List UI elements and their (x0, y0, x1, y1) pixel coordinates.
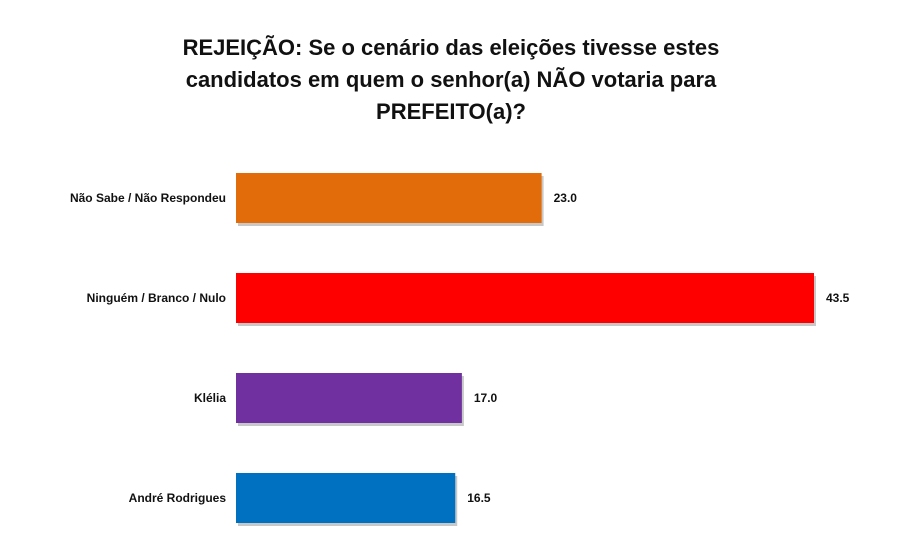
value-label-4: 16.5 (467, 491, 491, 505)
bar-2 (236, 273, 814, 323)
chart-title-line-1: REJEIÇÃO: Se o cenário das eleições tive… (182, 35, 720, 60)
category-label-4: André Rodrigues (129, 491, 227, 505)
bar-3 (236, 373, 462, 423)
value-label-1: 23.0 (554, 191, 578, 205)
bar-1 (236, 173, 542, 223)
value-label-3: 17.0 (474, 391, 498, 405)
bar-4 (236, 473, 456, 523)
chart-title-line-3: PREFEITO(a)? (376, 99, 526, 124)
chart-title: REJEIÇÃO: Se o cenário das eleições tive… (60, 32, 842, 128)
category-label-2: Ninguém / Branco / Nulo (87, 291, 226, 305)
category-label-3: Klélia (194, 391, 226, 405)
chart-title-line-2: candidatos em quem o senhor(a) NÃO votar… (185, 67, 717, 92)
value-label-2: 43.5 (826, 291, 850, 305)
category-label-1: Não Sabe / Não Respondeu (70, 191, 226, 205)
